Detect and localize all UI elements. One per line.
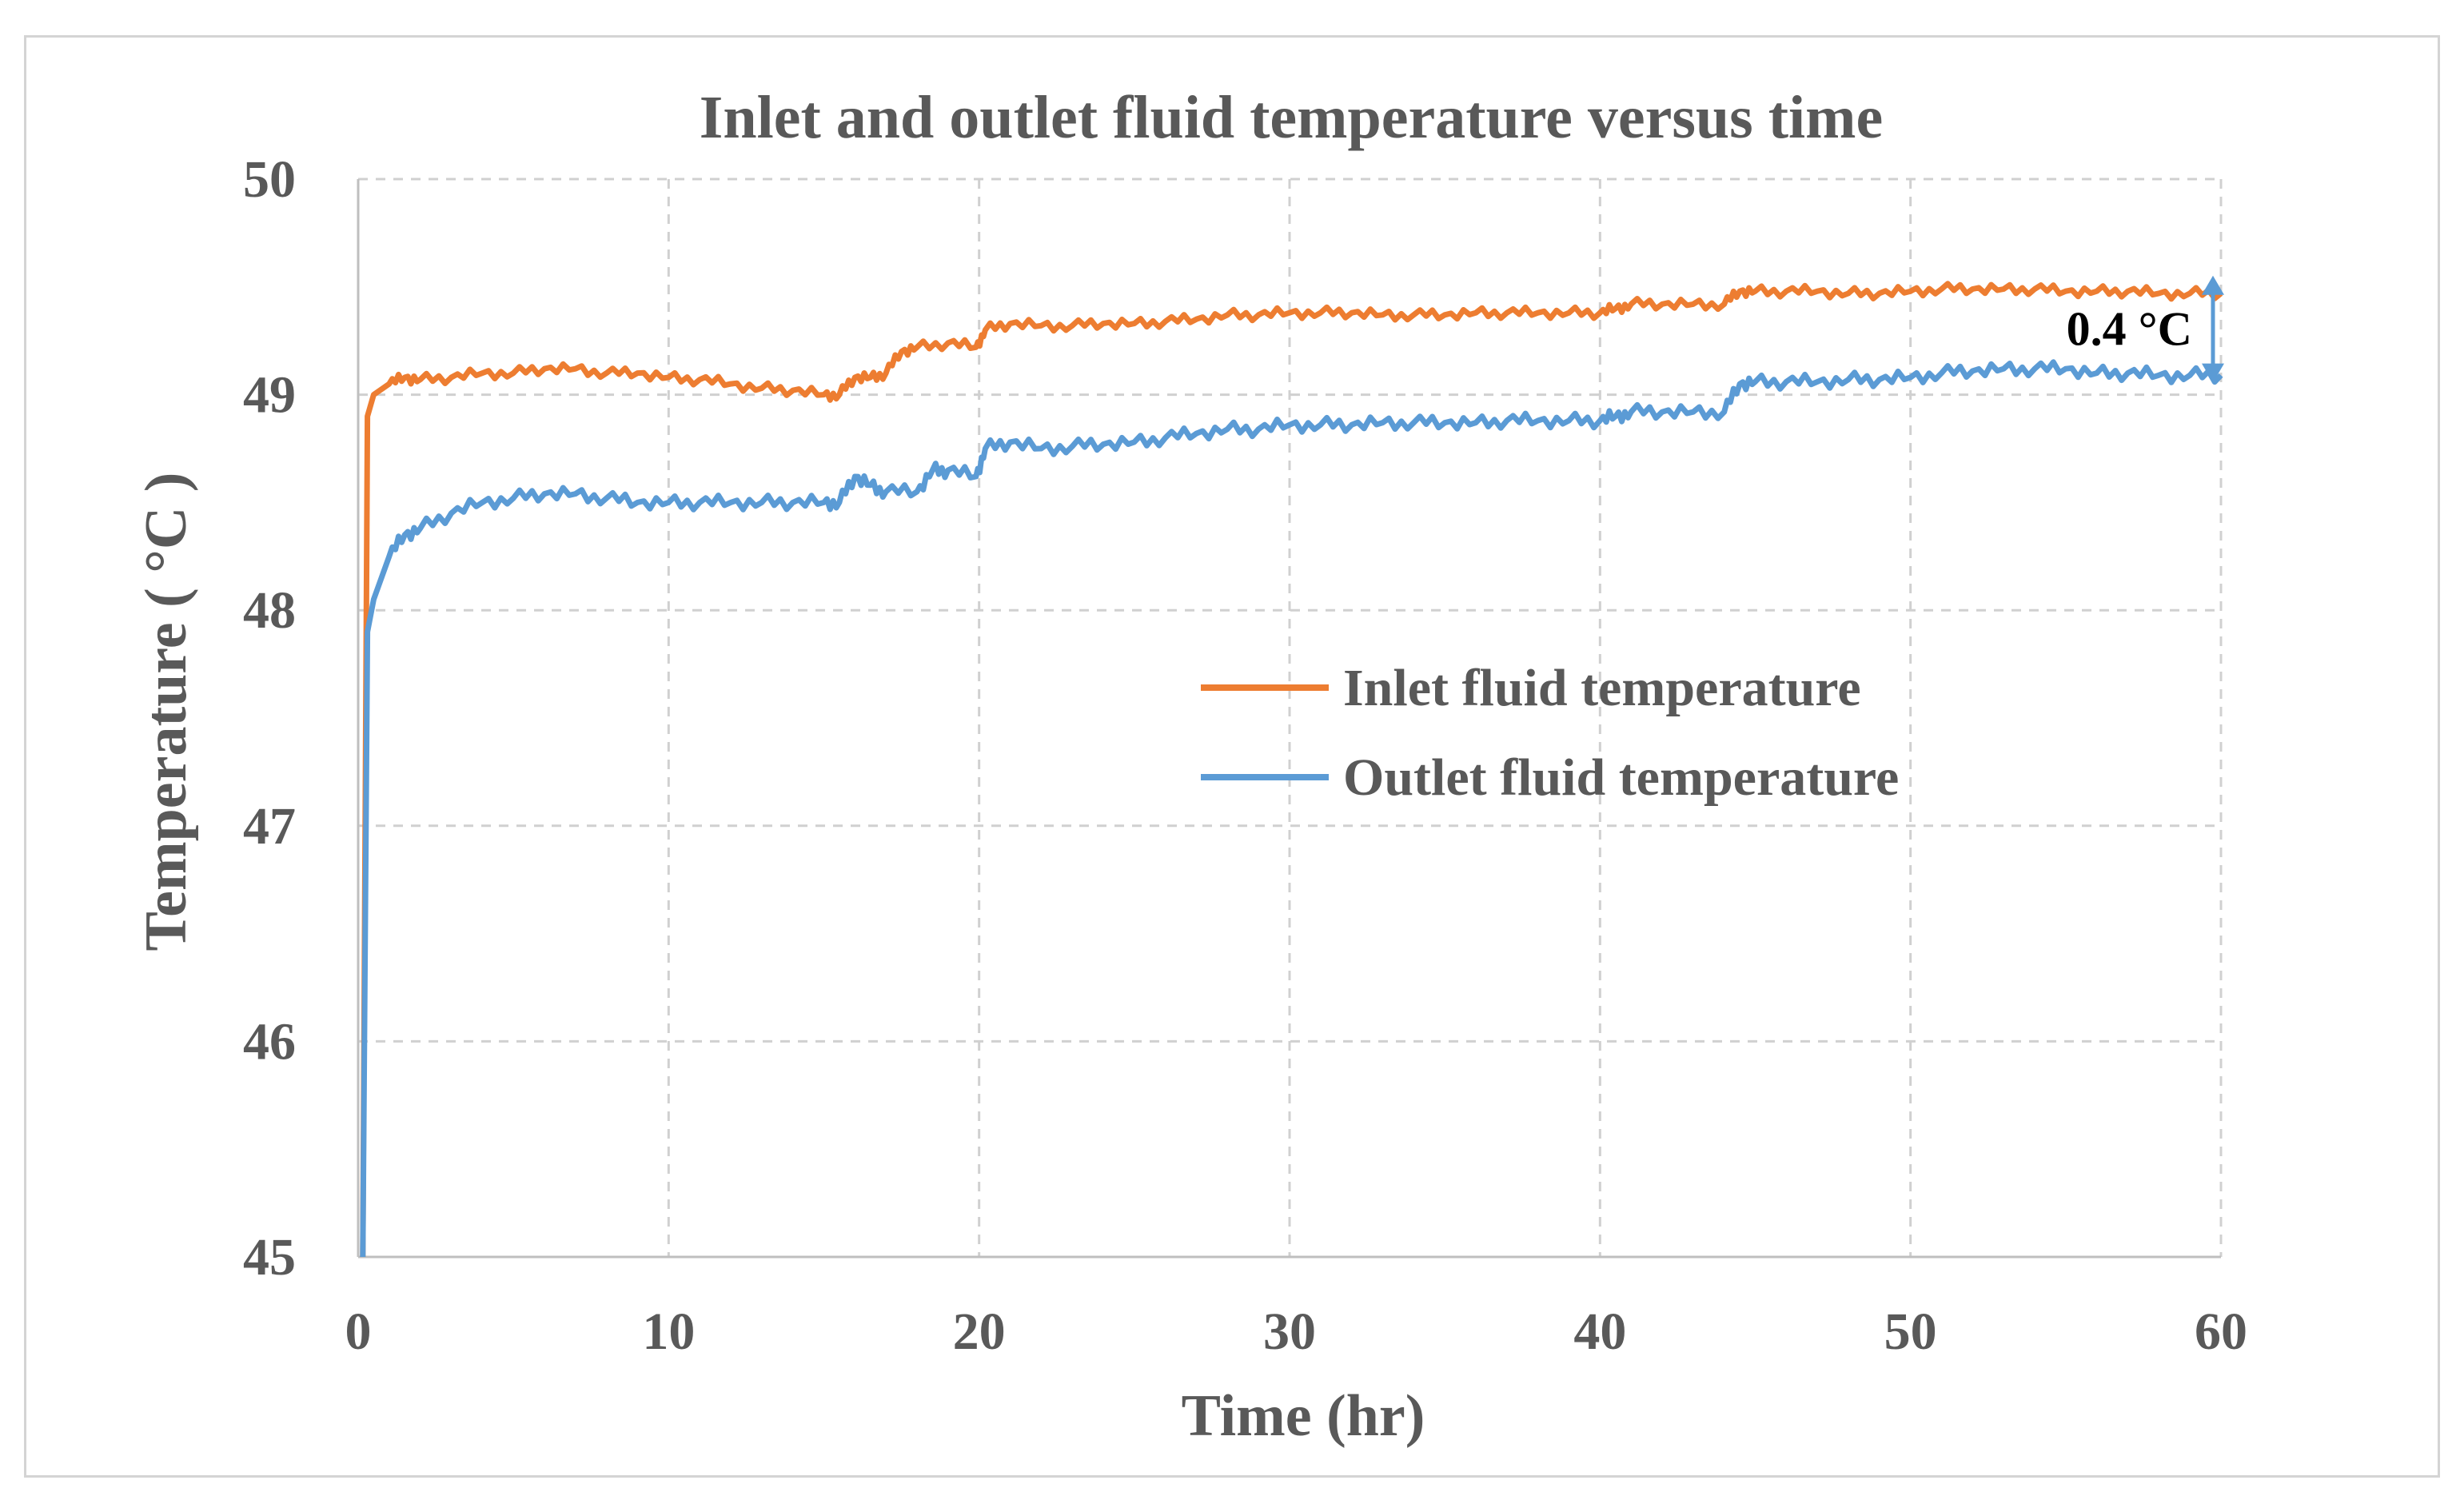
difference-label: 0.4 °C — [2067, 303, 2192, 356]
x-axis-label: Time (hr) — [1182, 1383, 1425, 1449]
series-lines — [360, 281, 2223, 1258]
series-line-inlet — [360, 281, 2223, 1258]
y-tick-labels: 45 46 47 48 49 50 — [243, 150, 296, 1287]
y-axis-label: Temperature ( °C ) — [134, 473, 199, 951]
axes — [357, 179, 2221, 1259]
legend-label-inlet: Inlet fluid temperature — [1343, 659, 1861, 717]
x-tick-label: 10 — [642, 1303, 695, 1361]
difference-arrow-down — [2202, 363, 2224, 383]
series-line-outlet — [360, 359, 2223, 1258]
legend: Inlet fluid temperature Outlet fluid tem… — [1201, 659, 1899, 807]
x-tick-label: 0 — [345, 1303, 372, 1361]
difference-arrow-up — [2202, 275, 2224, 295]
y-tick-label: 47 — [243, 797, 296, 856]
x-tick-label: 40 — [1573, 1303, 1626, 1361]
grid — [358, 178, 2223, 1257]
y-tick-label: 49 — [243, 366, 296, 425]
x-tick-labels: 0 10 20 30 40 50 60 — [345, 1303, 2248, 1361]
y-tick-label: 46 — [243, 1012, 296, 1071]
x-tick-label: 50 — [1884, 1303, 1937, 1361]
x-tick-label: 30 — [1263, 1303, 1316, 1361]
legend-label-outlet: Outlet fluid temperature — [1343, 748, 1899, 807]
temperature-difference-annotation: 0.4 °C — [2067, 275, 2224, 383]
chart-title: Inlet and outlet fluid temperature versu… — [700, 84, 1883, 151]
y-tick-label: 45 — [243, 1228, 296, 1287]
x-tick-label: 20 — [953, 1303, 1006, 1361]
y-tick-label: 48 — [243, 581, 296, 640]
x-tick-label: 60 — [2195, 1303, 2247, 1361]
chart-frame — [24, 35, 2440, 1478]
y-tick-label: 50 — [243, 150, 296, 209]
